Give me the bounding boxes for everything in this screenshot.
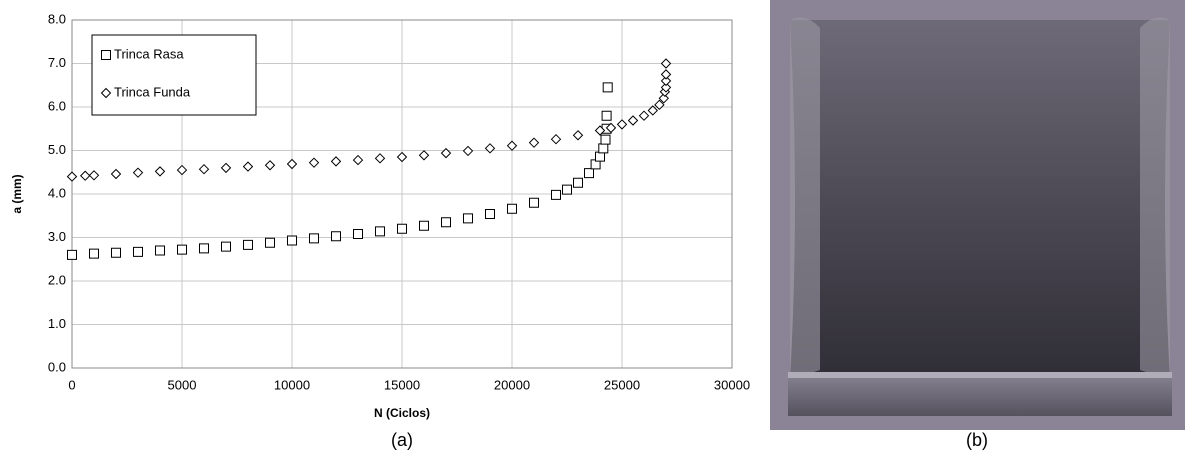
point xyxy=(88,170,100,181)
legend-marker xyxy=(100,87,112,99)
point xyxy=(506,140,518,151)
y-tick-label: 3.0 xyxy=(48,229,66,244)
y-axis-label: a (mm) xyxy=(10,174,24,213)
point xyxy=(309,233,319,244)
point xyxy=(440,147,452,159)
point xyxy=(396,151,408,163)
point xyxy=(133,246,143,257)
point xyxy=(353,229,363,240)
point xyxy=(600,134,611,145)
point xyxy=(154,166,166,177)
point xyxy=(330,156,342,167)
x-axis-label: N (Ciclos) xyxy=(374,406,430,420)
point xyxy=(198,163,210,175)
point xyxy=(308,157,320,168)
x-tick-label: 10000 xyxy=(274,377,310,392)
point xyxy=(572,130,584,141)
point xyxy=(562,184,572,195)
point xyxy=(627,115,639,126)
y-tick-label: 7.0 xyxy=(48,55,66,70)
point xyxy=(374,153,386,164)
point xyxy=(397,223,407,234)
point xyxy=(462,145,474,157)
point xyxy=(110,168,122,180)
point xyxy=(616,119,628,130)
x-tick-label: 20000 xyxy=(494,377,530,392)
y-tick-label: 5.0 xyxy=(48,142,66,157)
point xyxy=(155,245,165,256)
point xyxy=(660,75,672,87)
point xyxy=(550,133,562,145)
point xyxy=(67,249,77,260)
point xyxy=(265,237,275,248)
y-tick-label: 0.0 xyxy=(48,359,66,374)
point xyxy=(638,110,650,121)
point xyxy=(419,220,429,231)
point xyxy=(602,82,613,93)
point xyxy=(199,243,209,254)
point xyxy=(463,213,473,224)
point xyxy=(507,203,517,214)
legend-label: Trinca Rasa xyxy=(114,46,184,61)
point xyxy=(352,154,364,166)
point xyxy=(441,217,451,228)
y-tick-label: 4.0 xyxy=(48,185,66,200)
point xyxy=(375,226,385,237)
panel-label: (b) xyxy=(966,430,988,450)
point xyxy=(484,143,496,154)
point xyxy=(594,125,606,136)
point xyxy=(111,247,121,258)
point xyxy=(176,164,188,176)
point xyxy=(528,137,540,148)
x-tick-label: 5000 xyxy=(168,377,197,392)
legend-label: Trinca Funda xyxy=(114,84,191,99)
photo xyxy=(770,0,1185,430)
point xyxy=(286,158,298,170)
point xyxy=(598,143,609,154)
point xyxy=(243,239,253,250)
point xyxy=(89,248,99,259)
x-tick-label: 0 xyxy=(68,377,75,392)
point xyxy=(660,58,672,69)
point xyxy=(242,161,254,172)
point xyxy=(654,99,665,111)
point xyxy=(177,244,187,255)
point xyxy=(601,110,612,121)
point xyxy=(132,167,144,178)
point xyxy=(264,160,276,171)
x-tick-label: 15000 xyxy=(384,377,420,392)
plot-frame xyxy=(71,19,733,369)
y-tick-label: 1.0 xyxy=(48,316,66,331)
point xyxy=(485,209,495,220)
point xyxy=(418,150,430,161)
point xyxy=(660,69,672,80)
point xyxy=(647,105,659,116)
legend-marker xyxy=(101,50,111,60)
point xyxy=(551,189,561,200)
x-tick-label: 25000 xyxy=(604,377,640,392)
point xyxy=(529,197,539,208)
point xyxy=(658,93,670,104)
y-tick-label: 8.0 xyxy=(48,11,66,26)
x-tick-label: 30000 xyxy=(714,377,750,392)
panel-label: (a) xyxy=(391,430,413,450)
point xyxy=(331,231,341,242)
point xyxy=(660,82,672,93)
point xyxy=(605,122,617,134)
y-tick-label: 6.0 xyxy=(48,98,66,113)
point xyxy=(287,235,297,246)
point xyxy=(573,177,583,188)
point xyxy=(584,168,594,179)
point xyxy=(595,151,605,162)
point xyxy=(79,170,91,181)
point xyxy=(221,241,231,252)
point xyxy=(220,162,232,174)
y-tick-label: 2.0 xyxy=(48,272,66,287)
legend xyxy=(91,34,257,116)
point xyxy=(66,171,78,182)
